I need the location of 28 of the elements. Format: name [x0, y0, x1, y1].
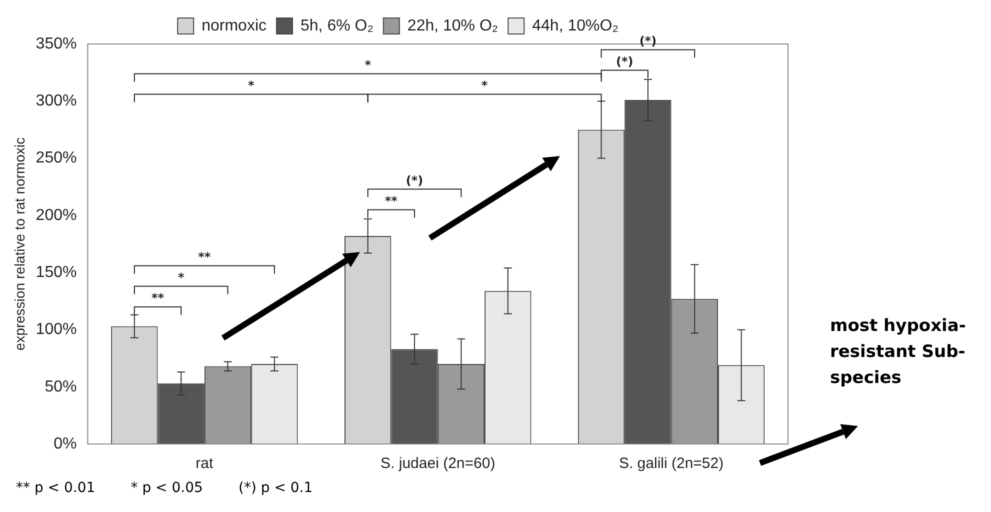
legend-label: 22h, 10% O₂ — [407, 17, 498, 34]
legend-label: normoxic — [202, 17, 267, 34]
y-tick-label: 250% — [36, 150, 77, 167]
y-tick-label: 350% — [36, 35, 77, 52]
x-tick-label: rat — [196, 455, 214, 472]
annotation: * — [364, 58, 372, 72]
y-tick-label: 50% — [44, 378, 77, 396]
annotation: * — [248, 78, 255, 92]
text: ** p < 0.01 * p < 0.05 (*) p < 0.1 — [16, 480, 313, 496]
y-tick-label: 0% — [54, 435, 77, 452]
annotation: ** — [198, 250, 212, 264]
x-tick-label: S. judaei (2n=60) — [380, 455, 496, 472]
x-tick-label: S. galili (2n=52) — [618, 455, 724, 472]
annotation: (*) — [616, 54, 634, 68]
legend-label: 44h, 10%O₂ — [532, 17, 618, 34]
annotation: * — [481, 78, 488, 92]
y-tick-label: 100% — [36, 321, 77, 338]
text: most hypoxia-resistant Sub-species — [830, 315, 967, 390]
annotation: ** — [151, 290, 165, 305]
y-tick-label: 300% — [36, 92, 77, 110]
annotation: * — [178, 270, 185, 284]
legend-label: 5h, 6% O₂ — [300, 17, 374, 34]
annotation: (*) — [406, 173, 424, 188]
annotation: (*) — [639, 34, 657, 48]
y-tick-label: 150% — [36, 264, 77, 281]
y-axis-title: expression relative to rat normoxic — [11, 137, 28, 351]
y-tick-label: 200% — [36, 206, 77, 224]
annotation: ** — [384, 194, 398, 208]
